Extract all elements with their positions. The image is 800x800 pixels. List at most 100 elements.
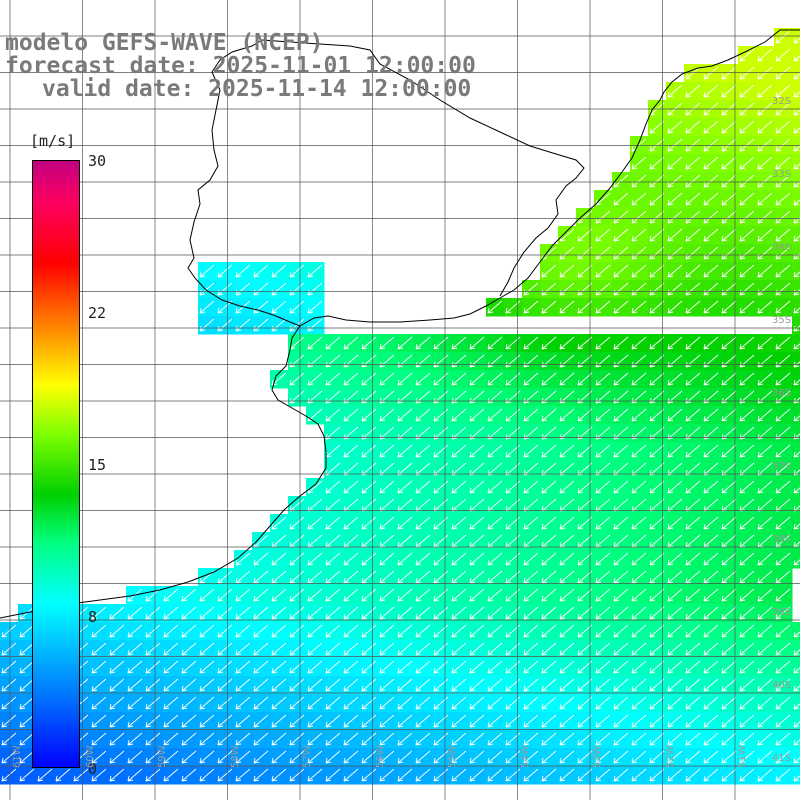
- lon-label: 52W: [664, 745, 676, 768]
- wind-arrow: [271, 696, 287, 710]
- wind-arrow: [649, 480, 665, 494]
- wind-arrow: [343, 444, 359, 458]
- wind-arrow: [667, 282, 683, 296]
- wind-arrow: [793, 37, 800, 44]
- wind-arrow: [325, 606, 341, 620]
- wind-arrow: [181, 678, 197, 692]
- wind-arrow: [721, 228, 737, 242]
- wind-arrow: [703, 228, 719, 242]
- wind-arrow: [559, 552, 575, 566]
- wind-arrow: [361, 336, 377, 350]
- wind-arrow: [721, 156, 737, 170]
- wind-arrow: [271, 318, 287, 332]
- wind-arrow: [541, 768, 557, 782]
- wind-arrow: [433, 480, 449, 494]
- wind-arrow: [469, 480, 485, 494]
- wind-arrow: [613, 174, 629, 188]
- wind-arrow: [325, 480, 341, 494]
- wind-arrow: [199, 732, 215, 746]
- wind-arrow: [523, 732, 539, 746]
- wind-cell: [792, 46, 800, 65]
- wind-arrow: [703, 480, 719, 494]
- wind-arrow: [541, 336, 557, 350]
- wind-arrow: [289, 696, 305, 710]
- wind-arrow: [397, 642, 413, 656]
- wind-arrow: [343, 480, 359, 494]
- wind-arrow: [631, 408, 647, 422]
- wind-arrow: [775, 282, 791, 296]
- wind-arrow: [451, 606, 467, 620]
- wind-arrow: [415, 552, 431, 566]
- wind-arrow: [595, 750, 611, 764]
- wind-arrow: [523, 300, 539, 314]
- wind-arrow: [361, 480, 377, 494]
- wind-arrow: [253, 624, 269, 638]
- wind-arrow: [19, 642, 35, 656]
- wind-arrow: [199, 714, 215, 728]
- wind-arrow: [793, 55, 800, 62]
- wind-arrow: [721, 750, 737, 764]
- wind-arrow: [469, 426, 485, 440]
- wind-arrow: [775, 570, 791, 584]
- lat-label: 35S: [772, 315, 792, 326]
- wind-arrow: [559, 642, 575, 656]
- wind-arrow: [325, 750, 341, 764]
- wind-arrow: [379, 624, 395, 638]
- wind-arrow: [757, 732, 773, 746]
- wind-arrow: [487, 480, 503, 494]
- wind-arrow: [235, 714, 251, 728]
- wind-cell: [792, 262, 800, 281]
- wind-arrow: [541, 480, 557, 494]
- wind-arrow: [703, 768, 719, 782]
- wind-arrow: [379, 552, 395, 566]
- wind-arrow: [667, 156, 683, 170]
- wind-arrow: [631, 552, 647, 566]
- wind-arrow: [613, 588, 629, 602]
- wind-arrow: [343, 588, 359, 602]
- wind-arrow: [397, 660, 413, 674]
- wind-arrow: [523, 660, 539, 674]
- lon-label: 55W: [447, 745, 458, 768]
- wind-arrow: [145, 714, 161, 728]
- wind-arrow: [397, 426, 413, 440]
- wind-arrow: [559, 372, 575, 386]
- wind-arrow: [235, 732, 251, 746]
- wind-arrow: [631, 588, 647, 602]
- wind-arrow: [775, 426, 791, 440]
- wind-arrow: [595, 678, 611, 692]
- wind-arrow: [253, 552, 269, 566]
- wind-arrow: [307, 750, 323, 764]
- wind-arrow: [253, 264, 269, 278]
- wind-arrow: [235, 660, 251, 674]
- wind-arrow: [757, 48, 773, 62]
- wind-arrow: [361, 426, 377, 440]
- wind-arrow: [793, 163, 800, 170]
- wind-arrow: [397, 696, 413, 710]
- wind-arrow: [631, 228, 647, 242]
- wind-cell: [792, 424, 800, 443]
- wind-arrow: [757, 300, 773, 314]
- wind-arrow: [361, 696, 377, 710]
- wind-arrow: [415, 642, 431, 656]
- wind-cell: [792, 496, 800, 515]
- wind-arrow: [325, 570, 341, 584]
- wind-arrow: [415, 408, 431, 422]
- wind-cell: [792, 730, 800, 749]
- colorbar-tick-0: 0: [88, 760, 98, 778]
- wind-arrow: [91, 606, 107, 620]
- lon-label: 51W: [737, 745, 748, 768]
- wind-arrow: [91, 714, 107, 728]
- wind-arrow: [271, 714, 287, 728]
- wind-cell: [792, 460, 800, 479]
- wind-arrow: [703, 660, 719, 674]
- wind-arrow: [451, 624, 467, 638]
- wind-arrow: [793, 181, 800, 188]
- wind-arrow: [217, 768, 233, 782]
- wind-arrow: [361, 552, 377, 566]
- wind-arrow: [343, 552, 359, 566]
- wind-arrow: [667, 300, 683, 314]
- wind-arrow: [793, 667, 800, 674]
- wind-arrow: [199, 750, 215, 764]
- wind-arrow: [613, 192, 629, 206]
- wind-arrow: [343, 714, 359, 728]
